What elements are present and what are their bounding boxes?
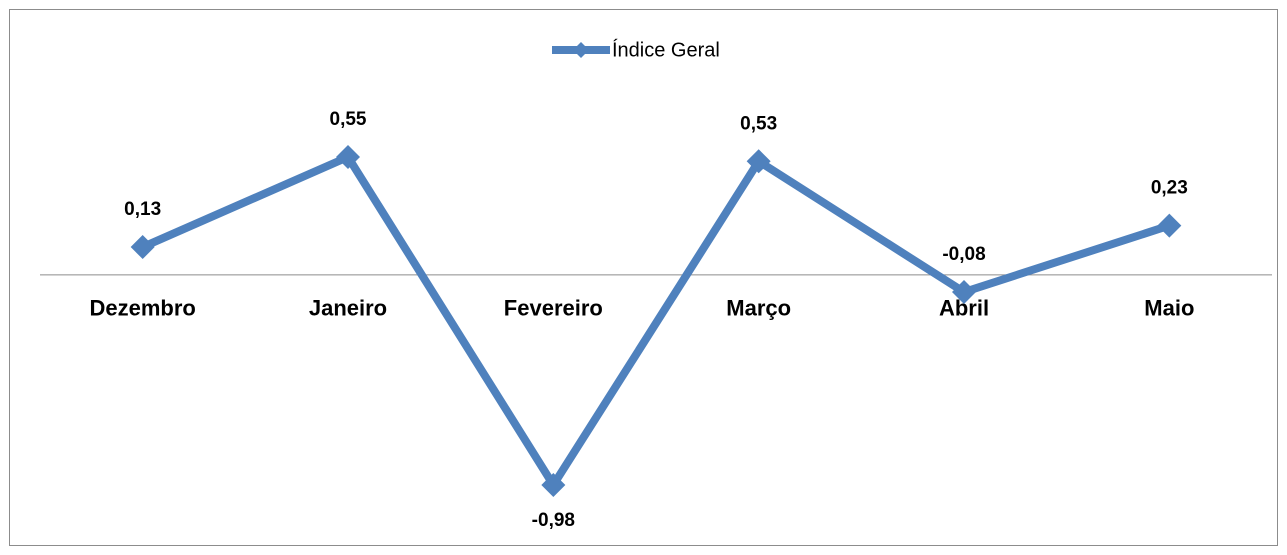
point-marker	[541, 473, 566, 497]
data-label: -0,98	[532, 510, 575, 531]
x-tick-label: Janeiro	[309, 296, 387, 321]
chart-frame	[9, 9, 1278, 546]
data-label: 0,53	[740, 113, 777, 134]
legend-label: Índice Geral	[612, 38, 720, 61]
point-marker	[746, 149, 771, 174]
data-label: 0,23	[1151, 178, 1188, 199]
legend-marker	[573, 42, 589, 58]
x-tick-label: Dezembro	[89, 296, 195, 321]
data-label: 0,55	[330, 109, 367, 130]
point-marker	[952, 280, 976, 305]
data-label: -0,08	[942, 244, 985, 265]
series-line	[141, 153, 1171, 489]
data-label: 0,13	[124, 199, 161, 220]
point-marker	[130, 235, 155, 260]
x-tick-label: Fevereiro	[504, 296, 603, 321]
x-tick-label: Março	[726, 296, 791, 321]
point-marker	[1157, 213, 1182, 238]
point-marker	[336, 145, 360, 169]
x-tick-label: Maio	[1144, 296, 1194, 321]
